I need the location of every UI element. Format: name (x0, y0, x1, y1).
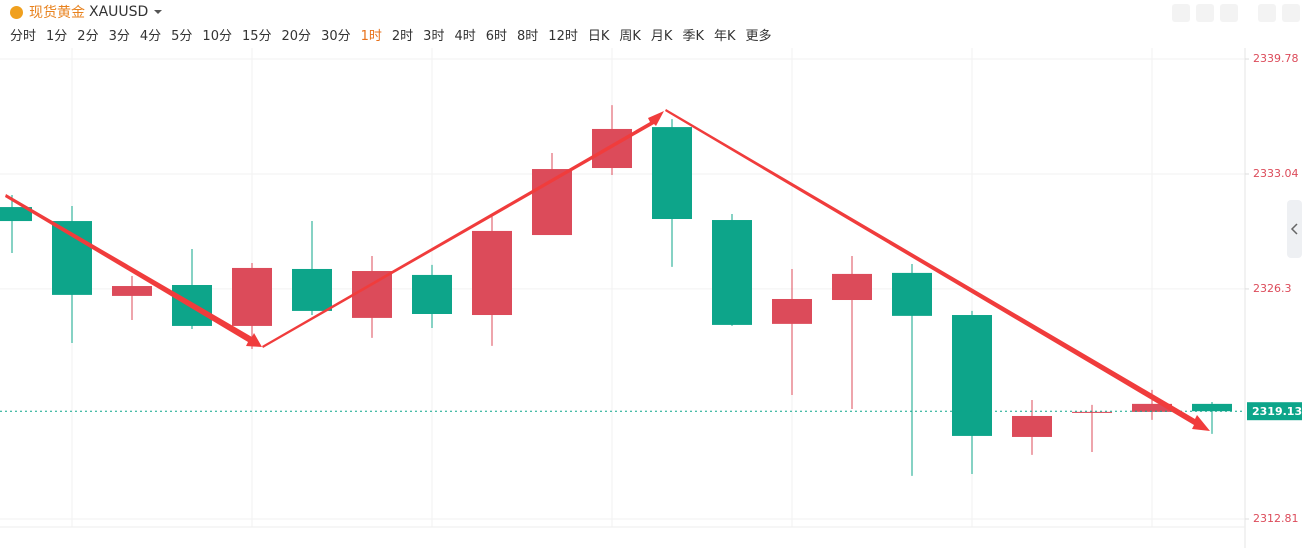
symbol-name: 现货黄金 (29, 5, 85, 21)
annotations (5, 109, 1210, 431)
interval-tab[interactable]: 日K (587, 29, 610, 44)
interval-tab[interactable]: 分时 (10, 29, 37, 44)
y-tick-label: 2333.04 (1253, 167, 1299, 180)
candle-body (652, 127, 692, 220)
candle-body (292, 268, 332, 311)
symbol-code: XAUUSD (89, 4, 149, 20)
interval-tab[interactable]: 更多 (745, 29, 772, 44)
draw-button[interactable] (1196, 4, 1214, 22)
candle-body (412, 274, 452, 314)
candle-body (1132, 403, 1172, 412)
candle-body (112, 286, 152, 296)
fullscreen-button[interactable] (1258, 4, 1276, 22)
y-tick-label: 2339.78 (1253, 52, 1299, 65)
interval-tab[interactable]: 4时 (454, 29, 476, 44)
interval-tab[interactable]: 30分 (321, 29, 351, 44)
interval-tab[interactable]: 周K (619, 29, 641, 44)
collapse-tab[interactable] (1287, 200, 1302, 258)
interval-tab[interactable]: 3分 (108, 29, 130, 44)
close-button[interactable] (1282, 4, 1300, 22)
gold-icon (10, 5, 23, 19)
candle-body (712, 220, 752, 325)
candle-body (1192, 403, 1232, 412)
candle-body (472, 230, 512, 316)
interval-tab[interactable]: 1时 (360, 29, 382, 44)
interval-tab[interactable]: 6时 (485, 29, 508, 44)
current-price-box (1247, 402, 1302, 421)
candle-body (52, 221, 92, 295)
interval-tab[interactable]: 12时 (548, 29, 578, 44)
collapse-chevron (1290, 223, 1298, 235)
candle-body (232, 267, 272, 326)
interval-tab[interactable]: 年K (713, 29, 736, 44)
interval-tab[interactable]: 5分 (171, 29, 193, 44)
interval-tab[interactable]: 15分 (241, 29, 272, 44)
interval-tab[interactable]: 8时 (517, 29, 539, 44)
interval-tab[interactable]: 季K (682, 29, 704, 44)
interval-tab[interactable]: 2分 (77, 29, 99, 44)
interval-tab[interactable]: 月K (650, 29, 673, 44)
y-tick-label: 2326.3 (1253, 282, 1292, 295)
candle-body (1012, 415, 1052, 437)
candle-body (0, 207, 32, 222)
interval-tab[interactable]: 4分 (139, 29, 162, 44)
candle-body (592, 128, 632, 169)
y-tick-label: 2312.81 (1253, 512, 1299, 525)
interval-tab[interactable]: 20分 (281, 29, 312, 44)
candle-body (832, 273, 872, 301)
tool-icons (1172, 4, 1300, 22)
candle-body (352, 271, 392, 318)
trend-arrow (262, 111, 664, 348)
candle-type-button[interactable] (1220, 4, 1238, 22)
candle-body (952, 315, 992, 436)
plot (0, 58, 1245, 520)
interval-tab[interactable]: 10分 (202, 29, 232, 44)
dropdown-caret (154, 10, 163, 18)
trend-arrow (665, 109, 1210, 431)
symbol-selector[interactable]: 现货黄金 XAUUSD (10, 2, 163, 22)
indicator-button[interactable] (1172, 4, 1190, 22)
interval-tab[interactable]: 1分 (46, 29, 68, 44)
trend-arrow (5, 194, 262, 347)
toolbar: 现货黄金 XAUUSD 分时 1分 2分 3分 4分 5分 10分 15分 20分 30分 1时 2时… (0, 0, 1302, 48)
price-axis: 2339.78 2333.04 2326.3 2312.81 2319.13 (1245, 52, 1302, 525)
candle-body (772, 298, 812, 324)
interval-tab[interactable]: 3时 (423, 29, 445, 44)
candle-body (1072, 411, 1112, 413)
candle-body (892, 272, 932, 316)
current-price-label: 2319.13 (1252, 405, 1302, 418)
interval-bar: 分时 1分 2分 3分 4分 5分 10分 15分 20分 30分 1时 2时 3时 4时 6时 8时 12时日… (10, 25, 772, 44)
interval-tab[interactable]: 2时 (391, 29, 414, 44)
